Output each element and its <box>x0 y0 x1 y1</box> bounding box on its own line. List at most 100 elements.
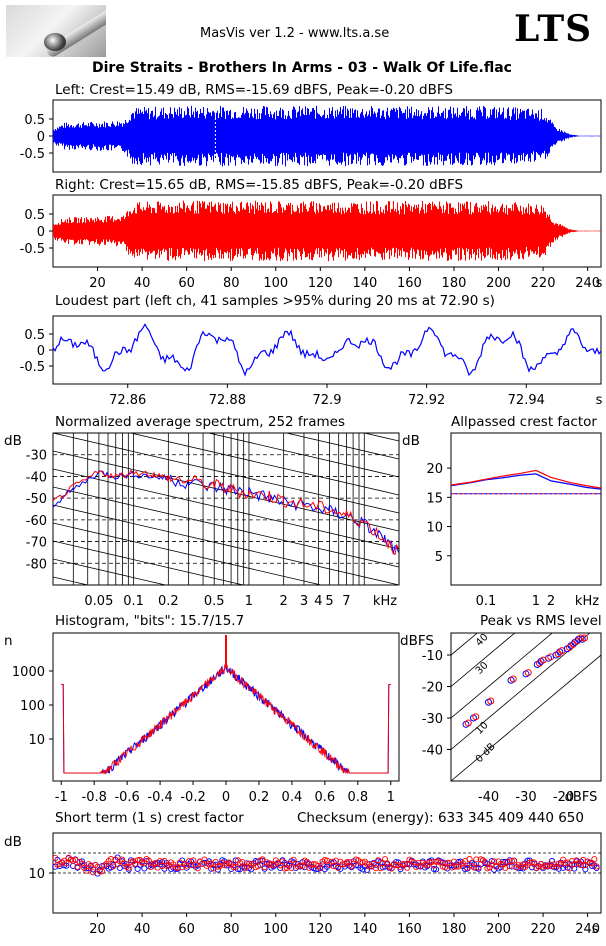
histogram-xtick-label: 0.6 <box>315 790 336 805</box>
short-term-point-right <box>444 859 451 866</box>
spectrum-slope-line <box>284 433 399 460</box>
short-term-point-right <box>303 858 311 865</box>
short-term-point-right <box>475 864 482 871</box>
short-term-point-right <box>566 865 573 872</box>
allpass-ytick-label: 15 <box>426 491 443 506</box>
short-term-point-right <box>90 869 97 876</box>
spectrum-xtick-label: 1 <box>245 594 253 609</box>
histogram-ytick-label: 1000 <box>12 665 45 680</box>
peak-rms-point-right <box>577 634 585 642</box>
spectrum-label: Normalized average spectrum, 252 frames <box>55 414 345 430</box>
spectrum-ytick-label: -70 <box>26 536 47 551</box>
short-term-point-right <box>63 860 70 867</box>
spectrum-right-line <box>53 469 399 556</box>
spectrum-xtick-label: 4 <box>314 594 322 609</box>
short-term-point-left <box>232 857 239 864</box>
allpass-ytick-label: 10 <box>426 521 443 536</box>
spectrum-ytick-label: -50 <box>26 492 47 507</box>
short-term-point-right <box>377 865 384 872</box>
peak-rms-xtick-label: -20 <box>553 790 574 805</box>
histogram-right-line <box>61 664 391 775</box>
peak-rms-diagonal <box>451 633 553 719</box>
short-term-point-right <box>466 856 473 863</box>
spectrum-xtick-label: 0.1 <box>123 594 144 609</box>
short-term-point-right <box>506 863 513 870</box>
loudest-part-ytick-label: 0 <box>37 344 45 359</box>
short-term-point-right <box>83 867 90 874</box>
short-term-point-right <box>335 864 342 871</box>
spectrum-ylabel: dB <box>4 433 22 449</box>
loudest-part-trace <box>52 323 602 377</box>
right-waveform-xtick-label: 40 <box>134 276 151 291</box>
loudest-part-xtick-label: 72.9 <box>313 393 342 408</box>
short-term-point-right <box>161 857 168 865</box>
short-term-point-right <box>201 856 208 863</box>
peak-rms-ytick-label: -40 <box>422 744 443 759</box>
short-term-point-right <box>156 858 163 865</box>
peak-rms-ytick-label: -20 <box>422 681 443 696</box>
short-term-point-right <box>230 864 237 871</box>
right-waveform-xtick-label: 220 <box>531 276 556 291</box>
short-term-point-left <box>63 862 70 869</box>
allpass-xtick-label: 0.1 <box>476 594 497 609</box>
short-term-point-right <box>493 863 500 870</box>
spectrum-ytick-label: -40 <box>26 470 47 485</box>
short-term-point-left <box>582 866 589 873</box>
short-term-point-right <box>279 858 286 865</box>
peak-rms-xtick-label: dBFS <box>565 790 598 805</box>
spectrum-slope-line <box>53 540 246 585</box>
right-waveform-xtick-label: 100 <box>263 276 288 291</box>
histogram-xtick-label: 1 <box>387 790 395 805</box>
histogram-xtick-label: -0.8 <box>82 790 107 805</box>
right-waveform-xtick-label: 20 <box>89 276 106 291</box>
short-term-xtick-label: 20 <box>89 922 106 937</box>
left-waveform-samples <box>53 105 601 167</box>
spectrum-ytick-label: -60 <box>26 514 47 529</box>
right-waveform-label: Right: Crest=15.65 dB, RMS=-15.85 dBFS, … <box>55 177 464 193</box>
short-term-point-right <box>593 863 600 870</box>
histogram-xtick-label: -0.4 <box>147 790 172 805</box>
short-term-point-right <box>470 864 478 871</box>
spectrum-ytick-label: -30 <box>26 449 47 464</box>
short-term-point-right <box>174 864 181 871</box>
short-term-point-right <box>74 863 81 870</box>
short-term-point-right <box>577 862 585 869</box>
short-term-xtick-label: 240 <box>575 922 600 937</box>
loudest-part-xtick-label: 72.86 <box>109 393 146 408</box>
short-term-point-right <box>239 859 246 866</box>
spectrum-slope-line <box>53 558 168 585</box>
short-term-point-right <box>473 856 480 863</box>
peak-rms-ytick-label: -30 <box>422 712 443 727</box>
spectrum-slope-line <box>53 486 399 568</box>
left-waveform-ytick-label: -0.5 <box>20 147 45 162</box>
file-title: Dire Straits - Brothers In Arms - 03 - W… <box>92 60 512 76</box>
short-term-xtick-label: 180 <box>442 922 467 937</box>
histogram-ylabel: n <box>4 633 13 649</box>
spectrum-xtick-label: 7 <box>342 594 350 609</box>
right-waveform-xtick-label: 180 <box>442 276 467 291</box>
logo-microphone-head <box>44 33 66 51</box>
peak-rms-point-right <box>464 719 472 727</box>
spectrum-slope-line <box>53 289 399 369</box>
spectrum-slope-line <box>53 522 323 585</box>
short-term-point-right <box>528 859 535 866</box>
short-term-point-right <box>526 859 533 866</box>
short-term-xtick-label: 120 <box>308 922 333 937</box>
peak-rms-point-right <box>509 675 517 683</box>
right-waveform-ytick-label: -0.5 <box>20 242 45 257</box>
loudest-part-label: Loudest part (left ch, 41 samples >95% d… <box>55 293 495 309</box>
short-term-point-right <box>357 859 364 866</box>
left-waveform-ytick-label: 0 <box>37 130 45 145</box>
short-term-point-right <box>404 864 411 871</box>
short-term-point-right <box>125 864 132 871</box>
peak-rms-diagonal-label: 40 <box>474 632 491 649</box>
short-term-point-right <box>491 858 498 865</box>
short-term-point-right <box>375 857 382 864</box>
peak-rms-xtick-label: -40 <box>478 790 499 805</box>
allpass-ytick-label: 20 <box>426 462 443 477</box>
spectrum-xtick-label: 0.2 <box>158 594 179 609</box>
short-term-point-right <box>254 863 261 870</box>
allpass-xtick-label: 1 <box>532 594 540 609</box>
short-term-xtick-label: 60 <box>178 922 195 937</box>
short-term-point-right <box>52 854 59 862</box>
